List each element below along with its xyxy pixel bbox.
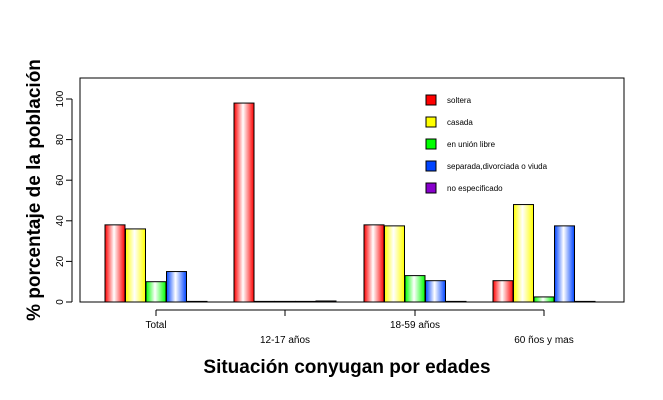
bar-no-especificado-12-17-anos <box>315 300 337 303</box>
x-tick-label-12-17-anos: 12-17 años <box>260 335 310 346</box>
bar-no-especificado-18-59-anos <box>445 300 467 303</box>
bar-casada-18-59-anos <box>384 225 405 303</box>
legend-label-no-especificado: no especificado <box>447 184 503 193</box>
x-tick-label-60-nos-y-mas: 60 ños y mas <box>514 335 573 346</box>
legend-label-separada-divorciada-o-viuda: separada,divorciada o viuda <box>447 162 548 171</box>
bar-en-union-libre-60-nos-y-mas <box>533 296 555 303</box>
plot-frame <box>79 77 625 303</box>
bar-casada-12-17-anos <box>254 300 275 303</box>
bar-soltera-18-59-anos <box>363 224 385 303</box>
legend-swatch-casada <box>425 116 437 128</box>
legend: soltera casada en unión libre separada,divo… <box>425 94 548 194</box>
bar-separada-divorciada-o-viuda-60-nos-y-mas <box>554 225 575 303</box>
bar-en-union-libre-total <box>145 281 167 303</box>
y-tick-label: 60 <box>55 174 66 186</box>
y-tick-label: 100 <box>55 90 66 107</box>
bar-en-union-libre-12-17-anos <box>274 300 296 303</box>
bar-casada-60-nos-y-mas <box>513 204 534 303</box>
y-tick-label: 80 <box>55 134 66 146</box>
legend-label-soltera: soltera <box>447 96 472 105</box>
bar-soltera-total <box>104 224 126 303</box>
legend-label-en-union-libre: en unión libre <box>447 140 496 149</box>
legend-swatch-no-especificado <box>425 182 437 194</box>
bar-no-especificado-60-nos-y-mas <box>574 300 596 303</box>
legend-label-casada: casada <box>447 118 473 127</box>
y-axis: 0 20 40 60 80 100 <box>55 90 73 305</box>
legend-swatch-soltera <box>425 94 437 106</box>
bar-en-union-libre-18-59-anos <box>404 275 426 303</box>
bar-soltera-12-17-anos <box>233 102 255 303</box>
y-axis-title: % porcentaje de la población <box>24 59 45 321</box>
x-axis-title: Situación conyugan por edades <box>203 357 490 378</box>
bar-casada-total <box>125 228 146 303</box>
bars-layer <box>104 102 596 303</box>
bar-separada-divorciada-o-viuda-18-59-anos <box>425 280 446 303</box>
bar-no-especificado-total <box>186 300 208 303</box>
y-tick-label: 20 <box>55 255 66 267</box>
y-tick-label: 40 <box>55 215 66 227</box>
y-tick-label: 0 <box>55 299 66 305</box>
bar-soltera-60-nos-y-mas <box>492 280 514 303</box>
bar-separada-divorciada-o-viuda-12-17-anos <box>295 300 316 303</box>
x-axis: Total 12-17 años 18-59 años 60 ños y mas <box>145 309 574 346</box>
x-tick-label-total: Total <box>145 320 166 331</box>
bar-separada-divorciada-o-viuda-total <box>166 271 187 303</box>
legend-swatch-en-union-libre <box>425 138 437 150</box>
legend-swatch-separada-divorciada-o-viuda <box>425 160 437 172</box>
x-tick-label-18-59-anos: 18-59 años <box>390 320 440 331</box>
